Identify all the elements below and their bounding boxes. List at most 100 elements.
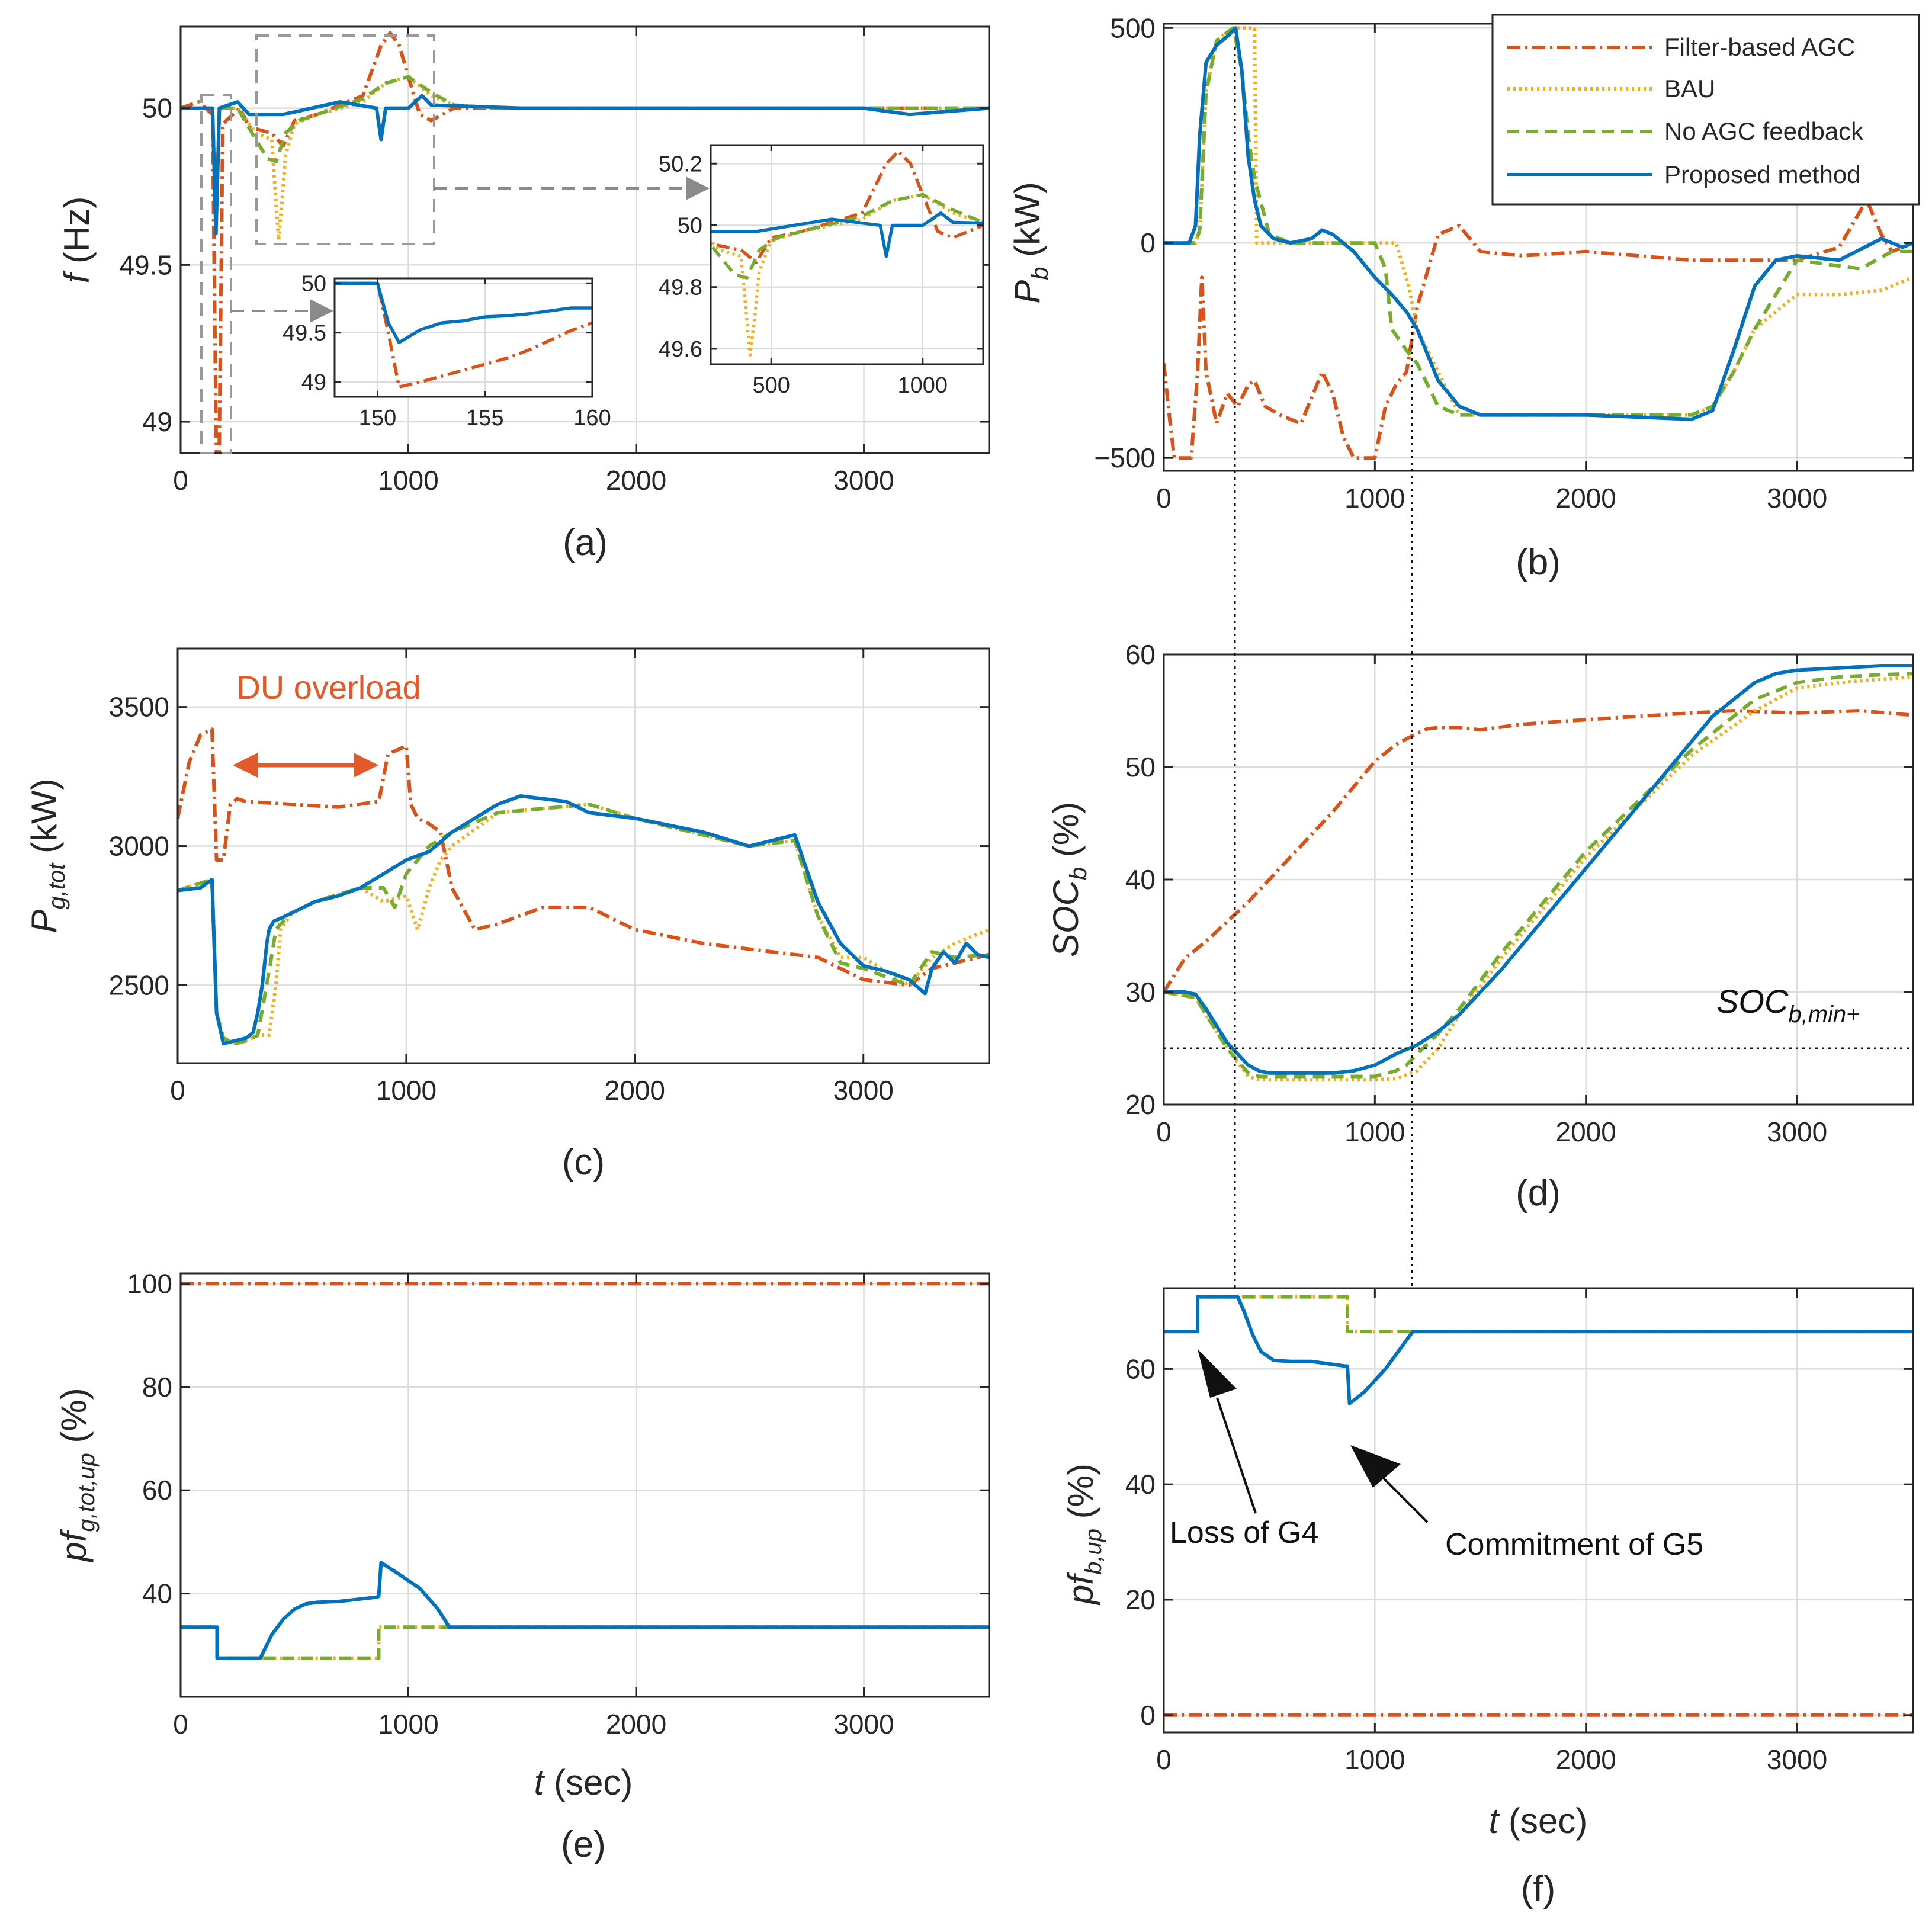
ticks-c: 0 1000 2000 3000 2500 3000 3500: [109, 649, 989, 1106]
inset-a2-series-no-agc-feedback: [711, 192, 983, 280]
series-d: [1164, 664, 1913, 1082]
panel-e: 0 1000 2000 3000 40 60 80 100 pfg,tot,up (%) t …: [54, 1268, 990, 1865]
legend-label-filter: Filter-based AGC: [1664, 33, 1855, 61]
ylabel-d: SOCb (%): [1046, 802, 1092, 957]
panel-c-series-bau: [178, 803, 989, 1046]
panel-a-ytick-label: 49.5: [119, 249, 172, 280]
ticks-f: 0 1000 2000 3000 0 20 40 60: [1125, 1288, 1913, 1775]
panel-e-ytick-label: 40: [142, 1578, 172, 1609]
panel-b-series-no-agc-feedback: [1164, 26, 1913, 417]
panel-e-xtick-label: 0: [173, 1709, 188, 1739]
ticks-d: 0 1000 2000 3000 20 30 40 50 60: [1125, 639, 1913, 1147]
panel-c: 0 1000 2000 3000 2500 3000 3500 Pg,tot (kW) (c…: [24, 647, 990, 1183]
panel-d-xtick-label: 3000: [1767, 1116, 1827, 1147]
ylabel-e: pfg,tot,up (%): [54, 1388, 100, 1562]
caption-e: (e): [561, 1824, 606, 1865]
panel-d-xtick-label: 1000: [1344, 1116, 1405, 1147]
panel-f-xtick-label: 2000: [1556, 1744, 1616, 1775]
inset-a1-ytick-label: 49: [301, 370, 326, 395]
panel-f-xtick-label: 1000: [1344, 1744, 1405, 1775]
caption-b: (b): [1516, 542, 1561, 583]
ticks-inset-a1: 150 155 160 49 49.5 50: [283, 271, 611, 431]
panel-c-series-filter-based-agc: [178, 727, 989, 987]
panel-c-xtick-label: 2000: [605, 1075, 665, 1106]
series-inset-a1: [335, 281, 592, 389]
grid-e: [179, 1273, 989, 1697]
panel-d-ytick-label: 30: [1125, 977, 1156, 1007]
commitment-g5-arrow: [1350, 1445, 1429, 1523]
inset-a1-series-filter-based-agc: [335, 281, 592, 389]
panel-d-ytick-label: 50: [1125, 752, 1156, 782]
inset-a2-series-proposed-method: [711, 211, 983, 258]
panel-d: 0 1000 2000 3000 20 30 40 50 60 SOCb (%) (d) SOC…: [1046, 639, 1914, 1214]
panel-b-xtick-label: 3000: [1767, 483, 1827, 513]
panel-c-ytick-label: 3500: [109, 692, 169, 723]
panel-d-ytick-label: 60: [1125, 639, 1156, 670]
caption-c: (c): [562, 1142, 605, 1183]
ticks-e: 0 1000 2000 3000 40 60 80 100: [127, 1268, 989, 1739]
panel-c-ytick-label: 3000: [109, 831, 169, 862]
panel-a-xtick-label: 1000: [378, 465, 438, 496]
legend-label-proposed: Proposed method: [1664, 161, 1861, 188]
panel-b-xtick-label: 1000: [1344, 483, 1405, 513]
inset-a1-ytick-label: 49.5: [283, 321, 326, 346]
panel-c-ytick-label: 2500: [109, 970, 169, 1000]
caption-d: (d): [1516, 1173, 1561, 1214]
panel-d-ytick-label: 20: [1125, 1089, 1156, 1120]
legend-label-bau: BAU: [1664, 75, 1715, 102]
panel-d-series-proposed-method: [1164, 664, 1913, 1075]
grid-f: [1163, 1288, 1913, 1732]
inset-a2-frame: [710, 144, 984, 365]
du-overload-label: DU overload: [236, 669, 421, 706]
soc-min-label: SOCb,min+: [1716, 983, 1860, 1028]
panel-f-xtick-label: 0: [1156, 1744, 1172, 1775]
panel-f-ytick-label: 0: [1140, 1700, 1156, 1731]
panel-d-xtick-label: 2000: [1556, 1116, 1616, 1147]
series-a: [181, 31, 989, 453]
legend: Filter-based AGC BAU No AGC feedback Pro…: [1491, 14, 1920, 206]
panel-a-series-proposed-method: [181, 94, 989, 236]
ticks-a: 0 1000 2000 3000 49 49.5 50: [119, 27, 989, 496]
inset-a2-bg: [711, 145, 983, 364]
panel-d-series-no-agc-feedback: [1164, 672, 1913, 1079]
panel-c-xtick-label: 3000: [833, 1075, 894, 1106]
inset-a2: 500 1000 49.6 49.8 50 50.2: [659, 144, 984, 398]
inset-a2-ytick-label: 49.6: [659, 337, 702, 362]
panel-e-series-no-agc-feedback: [181, 1625, 989, 1660]
commitment-g5-label: Commitment of G5: [1445, 1527, 1703, 1562]
series-e: [181, 1282, 989, 1660]
inset-a2-ytick-label: 50: [678, 213, 702, 238]
grid-inset-a2: [711, 145, 983, 364]
panel-e-ytick-label: 60: [142, 1475, 172, 1506]
panel-a-ytick-label: 50: [142, 93, 172, 124]
inset-a1-series-proposed-method: [335, 281, 592, 344]
panel-c-series-proposed-method: [178, 794, 989, 1046]
loss-g4-arrow: [1198, 1349, 1257, 1514]
series-f: [1164, 1295, 1913, 1717]
panel-f-xtick-label: 3000: [1767, 1744, 1827, 1775]
panel-b-xtick-label: 2000: [1556, 483, 1616, 513]
inset-a1-xtick-label: 160: [573, 406, 611, 431]
panel-e-series-bau: [181, 1625, 989, 1660]
panel-f-ytick-label: 20: [1125, 1584, 1156, 1615]
caption-a: (a): [563, 522, 608, 563]
ylabel-c: Pg,tot (kW): [24, 778, 70, 933]
panel-d-xtick-label: 0: [1156, 1116, 1172, 1147]
axes-frame-c: [176, 647, 990, 1064]
inset-a2-ytick-label: 49.8: [659, 275, 702, 300]
xlabel-f: t (sec): [1489, 1801, 1588, 1841]
panel-a-xtick-label: 0: [173, 465, 188, 496]
caption-f: (f): [1521, 1869, 1556, 1909]
panel-c-xtick-label: 1000: [376, 1075, 437, 1106]
series-c: [178, 727, 989, 1046]
panel-c-xtick-label: 0: [170, 1075, 185, 1106]
panel-a-xtick-label: 3000: [833, 465, 894, 496]
inset-a1-ytick-label: 50: [301, 271, 326, 296]
zoom-box-large: [255, 34, 435, 245]
panel-b-series-filter-based-agc: [1164, 198, 1913, 460]
panel-d-series-bau: [1164, 675, 1913, 1082]
